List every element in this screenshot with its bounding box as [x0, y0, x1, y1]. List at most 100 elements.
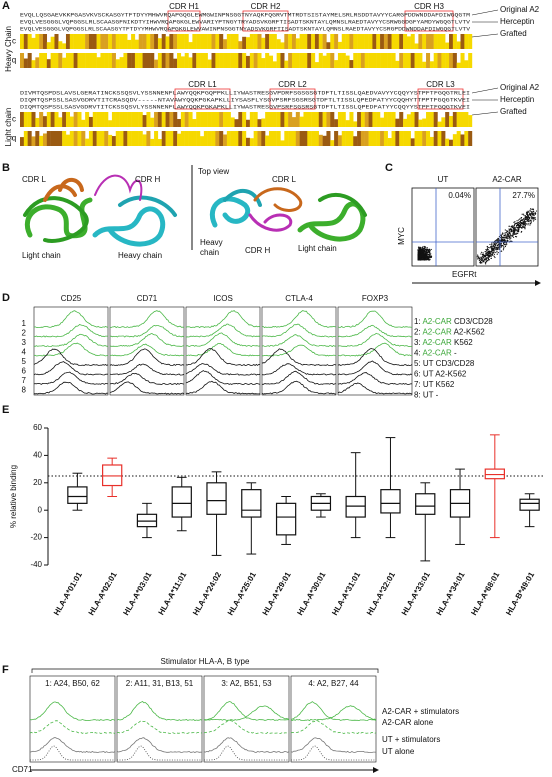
event-dot: [527, 222, 529, 225]
conservation-bar: [299, 116, 304, 127]
conservation-bar: [429, 34, 434, 49]
event-dot: [525, 212, 528, 214]
event-dot: [486, 259, 488, 261]
histogram: [185, 342, 261, 357]
histogram: [337, 332, 413, 348]
event-dot: [531, 213, 533, 215]
conservation-bar: [426, 34, 431, 49]
conservation-bar: [230, 53, 235, 68]
row-number: 4: [22, 348, 27, 357]
conservation-bar: [211, 53, 216, 68]
event-dot: [421, 259, 423, 261]
conservation-bar: [426, 112, 431, 127]
conservation-bar: [288, 131, 293, 146]
row-number: 6: [22, 367, 27, 376]
box: [241, 489, 262, 518]
conservation-bar: [131, 131, 136, 146]
event-dot: [507, 237, 509, 240]
conservation-bar: [77, 34, 82, 49]
event-dot: [490, 246, 492, 248]
conservation-bar: [39, 135, 44, 146]
conservation-bar: [257, 119, 262, 127]
event-dot: [491, 249, 493, 251]
event-dot: [423, 248, 425, 250]
event-dot: [422, 257, 424, 259]
conservation-bar: [77, 131, 82, 146]
conservation-bar: [177, 34, 182, 49]
event-dot: [500, 246, 502, 248]
event-dot: [529, 220, 531, 222]
conservation-bar: [169, 131, 174, 146]
conservation-bar: [88, 116, 93, 127]
conservation-bar: [20, 137, 25, 146]
event-dot: [491, 251, 493, 253]
x-label: EGFRt: [452, 270, 477, 279]
x-tick-label: HLA-A*32:01: [365, 570, 397, 617]
side-label: Light chain: [4, 108, 13, 147]
conservation-bar: [291, 131, 296, 146]
conservation-bar: [353, 34, 358, 49]
conservation-bar: [115, 112, 120, 127]
y-tick-label: 0: [38, 505, 43, 514]
conservation-bar: [449, 116, 454, 127]
event-dot: [480, 262, 482, 264]
cdr-label: CDR L3: [426, 80, 455, 89]
event-dot: [502, 249, 505, 251]
conservation-bar: [349, 112, 354, 127]
event-dot: [524, 227, 526, 229]
leader: [471, 87, 499, 94]
event-dot: [490, 257, 492, 259]
marker-title: CTLA-4: [285, 294, 313, 303]
event-dot: [508, 230, 510, 232]
event-dot: [530, 217, 532, 219]
event-dot: [492, 244, 495, 246]
conservation-bar: [226, 34, 231, 49]
event-dot: [490, 253, 492, 255]
conservation-bar: [165, 53, 170, 68]
conservation-bar: [177, 53, 182, 68]
conservation-bar: [368, 112, 373, 127]
conservation-bar: [334, 131, 339, 146]
x-tick-label: HLA-A*30:01: [295, 570, 327, 617]
x-tick-label: HLA-A*33:01: [400, 570, 432, 617]
conservation-bar: [20, 34, 25, 49]
marker-title: ICOS: [213, 294, 233, 303]
conservation-bar: [23, 34, 28, 49]
hist-frame: [203, 675, 290, 763]
panel-header: 1: A24, B50, 62: [45, 679, 100, 688]
conservation-bar: [180, 112, 185, 127]
conservation-bar: [111, 53, 116, 68]
cdr-label: CDR H3: [414, 2, 444, 11]
conservation-bar: [234, 34, 239, 49]
conservation-bar: [173, 131, 178, 146]
conservation-bar: [234, 131, 239, 146]
conservation-bar: [131, 34, 136, 49]
histogram: [290, 737, 377, 753]
conservation-bar: [383, 34, 388, 49]
conservation-bar: [215, 34, 220, 49]
conservation-bar: [307, 112, 312, 127]
hist-frame: [290, 675, 377, 763]
histogram: [116, 737, 202, 753]
structure-left: [23, 174, 177, 247]
hist-frame: [337, 306, 413, 396]
conservation-bar: [238, 112, 243, 127]
conservation-bar: [207, 59, 212, 68]
conservation-bar: [391, 53, 396, 68]
conservation-bar: [131, 53, 136, 68]
event-dot: [485, 258, 487, 260]
event-dot: [526, 213, 528, 216]
conservation-bar: [464, 131, 469, 146]
event-dot: [514, 229, 516, 231]
conservation-bar: [322, 55, 327, 68]
conservation-bar: [464, 34, 469, 49]
conservation-bar: [280, 53, 285, 68]
conservation-bar: [200, 136, 205, 146]
conservation-bar: [426, 53, 431, 68]
track-label: c: [12, 115, 16, 124]
conservation-bar: [429, 61, 434, 68]
conservation-bar: [127, 131, 132, 146]
event-dot: [487, 254, 489, 256]
conservation-bar: [410, 112, 415, 127]
histogram: [117, 745, 202, 761]
